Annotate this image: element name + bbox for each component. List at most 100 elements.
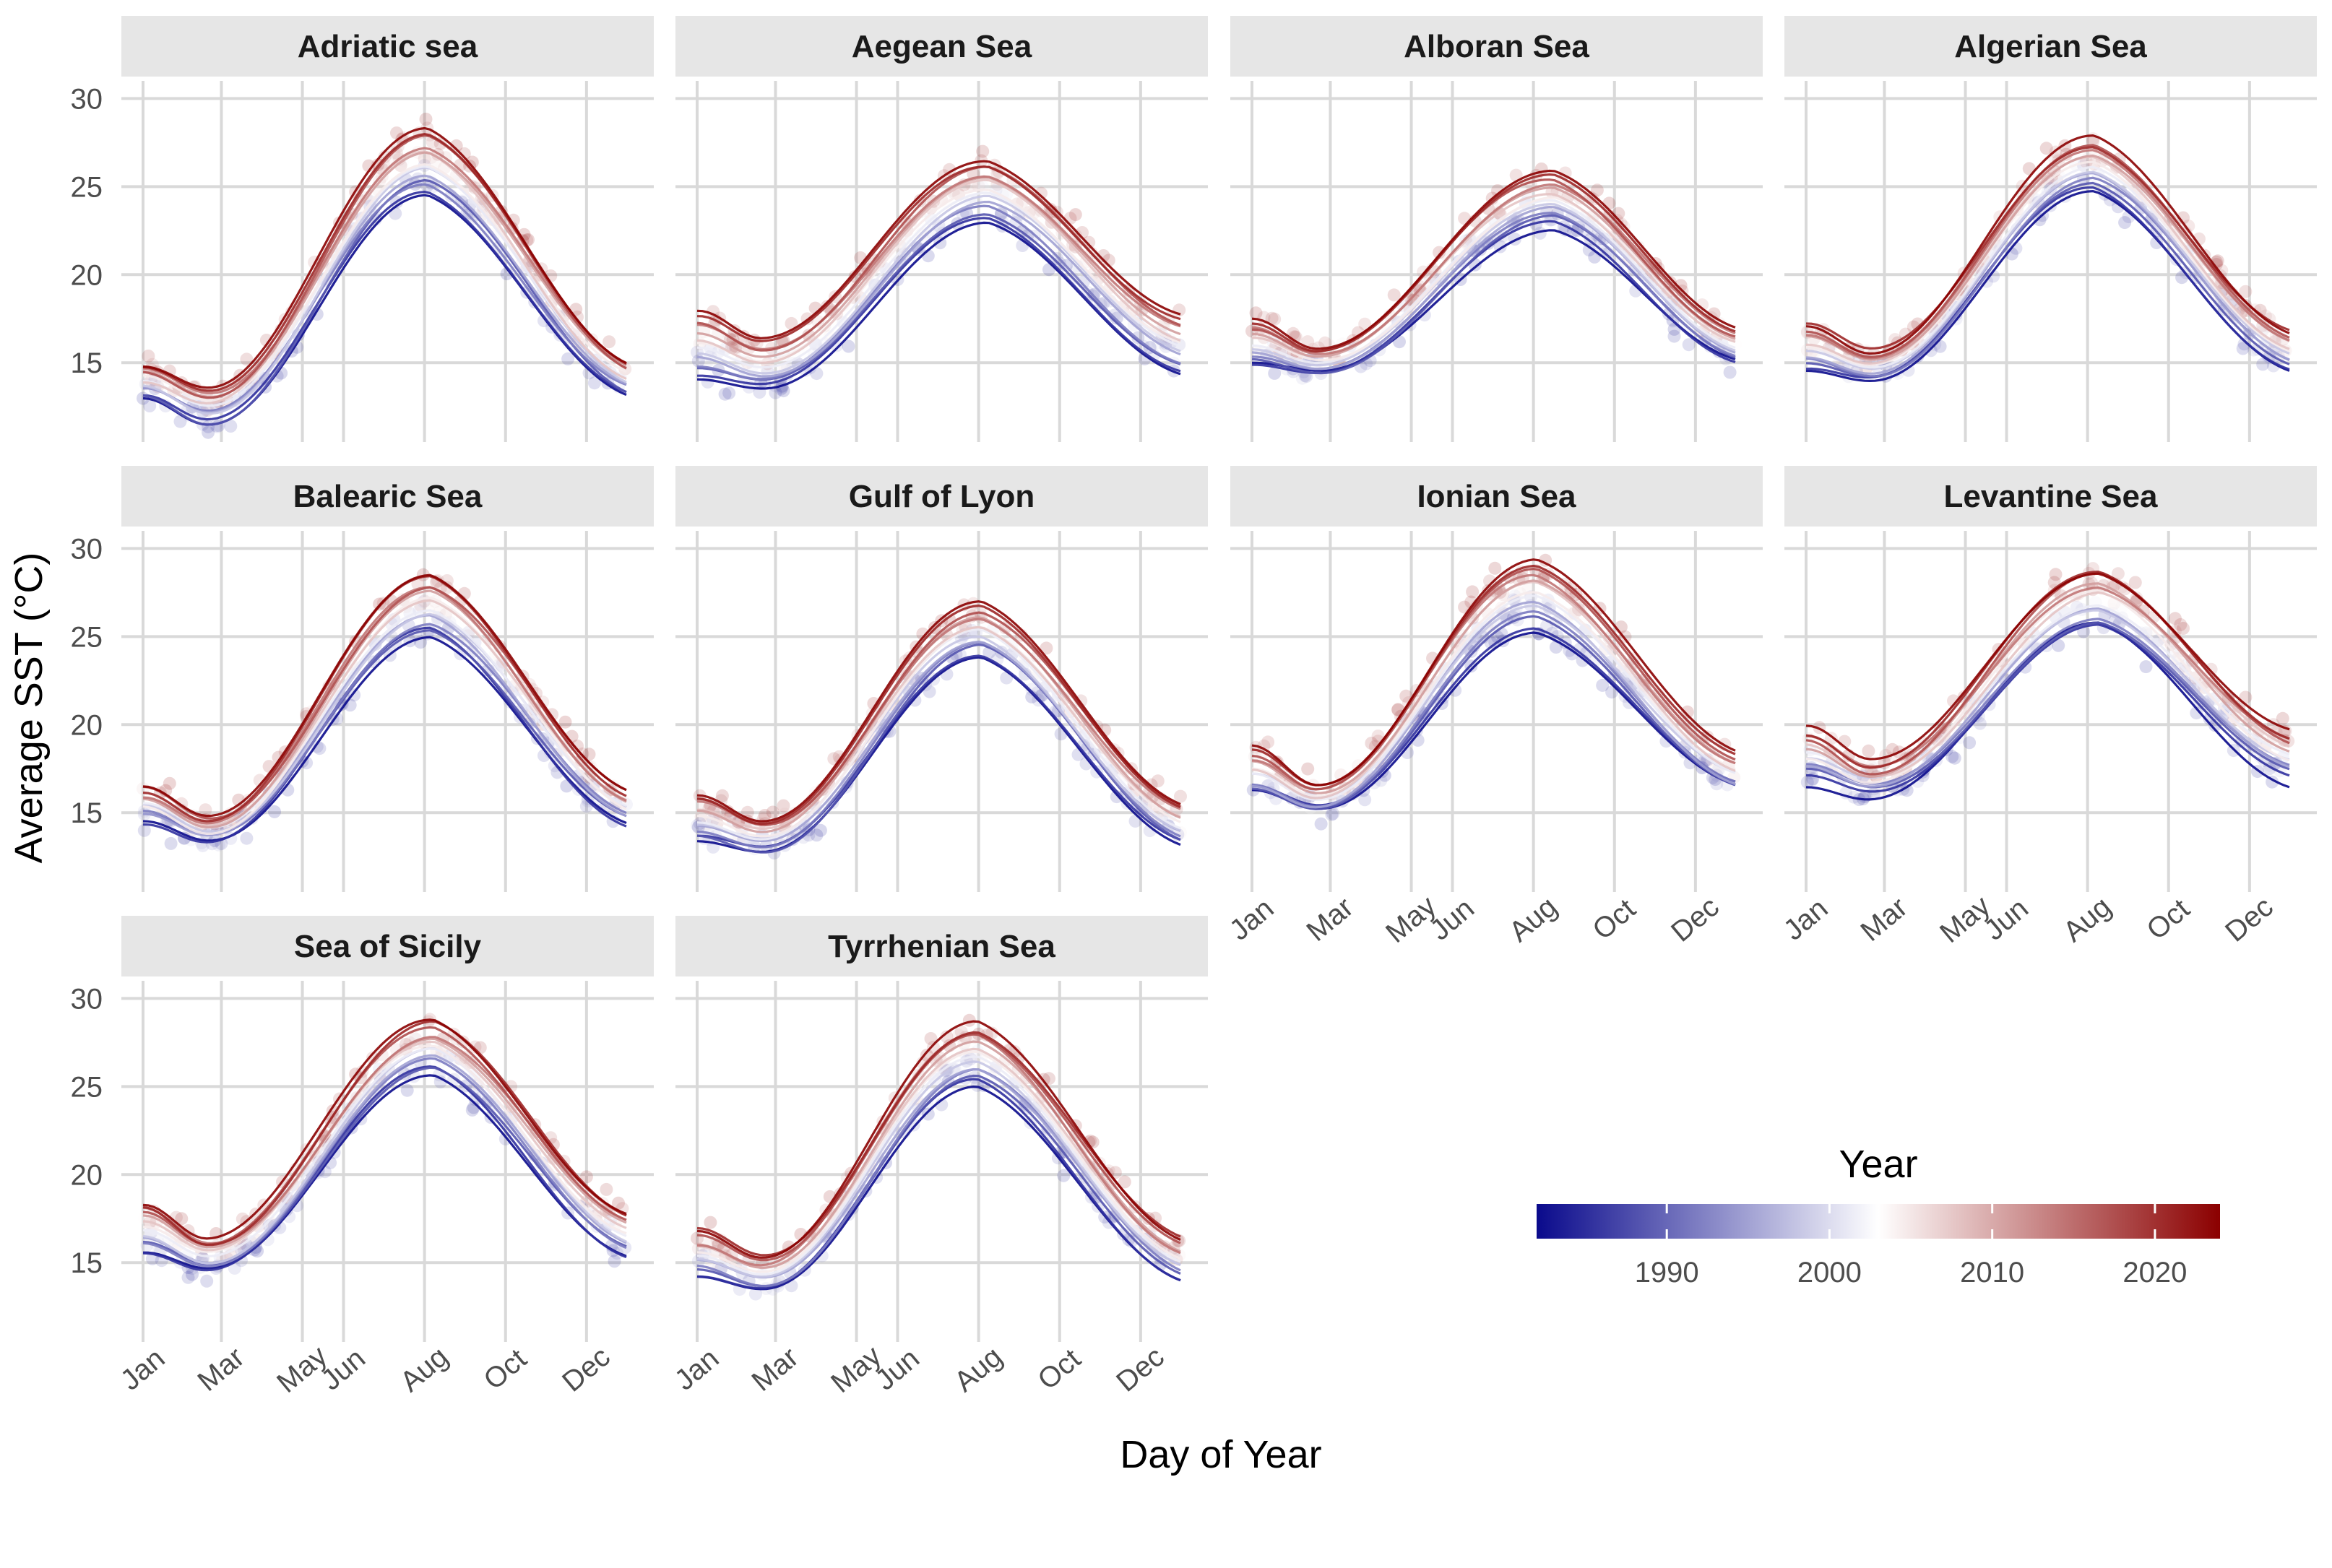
sst-point <box>449 139 463 152</box>
sst-point <box>1371 729 1385 743</box>
x-tick-label: Mar <box>192 1341 251 1398</box>
sst-point <box>1268 366 1282 380</box>
year-curve <box>696 160 1181 339</box>
sst-point <box>2190 706 2203 720</box>
y-tick-label: 30 <box>71 533 103 565</box>
yearly-curves <box>696 160 1181 390</box>
sst-point <box>1387 288 1401 302</box>
sst-point <box>769 386 782 399</box>
y-tick-label: 20 <box>71 709 103 741</box>
year-curve <box>1805 572 2290 761</box>
sst-point <box>1135 303 1149 317</box>
sst-point <box>1584 614 1597 628</box>
facet-panel: Adriatic sea 15 20 25 30 <box>71 16 654 442</box>
facet-strip <box>121 466 654 527</box>
sst-point <box>2239 285 2253 298</box>
year-curve <box>142 190 627 421</box>
sst-point <box>1063 212 1077 225</box>
sst-point <box>528 713 542 727</box>
sst-point <box>691 1255 705 1268</box>
sst-point <box>603 335 616 349</box>
sst-point <box>590 1220 604 1234</box>
sst-point <box>1042 1072 1055 1086</box>
sst-point <box>2237 337 2251 351</box>
sst-point <box>240 352 254 366</box>
year-curve <box>696 618 1181 826</box>
sst-point <box>1325 807 1339 821</box>
sst-point <box>718 387 732 401</box>
legend-label: 2000 <box>1797 1257 1862 1288</box>
year-curve <box>142 1057 627 1268</box>
facet-strip <box>1230 466 1763 527</box>
sst-point <box>1565 647 1579 661</box>
year-curve <box>696 604 1181 826</box>
sst-point <box>600 1182 613 1196</box>
sst-point <box>1268 312 1282 326</box>
year-curve <box>696 188 1181 363</box>
year-curve <box>1805 618 2290 785</box>
year-curve <box>1805 582 2290 779</box>
year-curve <box>1251 567 1736 791</box>
year-legend: Year 1990 2000 2010 2020 <box>1537 1143 2220 1288</box>
x-tick-label: Mar <box>1855 891 1914 948</box>
sst-point <box>2139 660 2153 674</box>
sst-point <box>1602 196 1616 210</box>
y-tick-label: 20 <box>71 259 103 291</box>
sst-point <box>810 828 824 842</box>
x-tick-label: Mar <box>746 1341 805 1398</box>
year-curve <box>142 1065 627 1272</box>
sst-point <box>1358 317 1372 331</box>
facet-panel: Alboran Sea <box>1230 16 1763 442</box>
facet-title: Tyrrhenian Sea <box>828 929 1055 964</box>
sst-point <box>1888 333 1902 347</box>
x-tick-label: Dec <box>556 1340 616 1398</box>
sst-point <box>137 823 151 837</box>
sst-point <box>1596 678 1610 692</box>
sst-point <box>1358 793 1372 807</box>
year-curve <box>142 1074 627 1270</box>
sst-point <box>418 152 431 165</box>
sst-point <box>1948 751 1961 765</box>
sst-point <box>813 823 827 837</box>
sst-point <box>200 1274 214 1288</box>
facet-title: Ionian Sea <box>1417 479 1576 514</box>
sst-point <box>2177 211 2190 225</box>
sst-point <box>582 770 596 784</box>
sst-point <box>199 803 212 817</box>
sst-point <box>1662 307 1676 321</box>
yearly-curves <box>142 573 627 844</box>
year-curve <box>1251 173 1736 352</box>
facet-panel: Balearic Sea 15 20 25 30 <box>71 466 654 892</box>
x-tick-label: Aug <box>2057 891 2117 948</box>
sst-point <box>2130 592 2143 605</box>
sst-point <box>707 305 720 319</box>
sst-point <box>1680 705 1694 719</box>
sst-point <box>1549 641 1563 654</box>
sst-point <box>1128 1200 1142 1213</box>
y-tick-label: 25 <box>71 1071 103 1103</box>
sst-point <box>2039 142 2053 155</box>
year-curve <box>1805 134 2290 355</box>
sst-point <box>1174 789 1187 803</box>
sst-point <box>608 1255 621 1268</box>
year-curve <box>696 600 1181 823</box>
facet-strip <box>1784 16 2317 77</box>
x-tick-label: Jan <box>669 1342 725 1396</box>
sst-point <box>224 420 238 433</box>
sst-point <box>785 316 798 330</box>
sst-point <box>1295 371 1309 385</box>
legend-colorbar <box>1537 1204 2220 1239</box>
x-tick-label: Aug <box>394 1340 454 1398</box>
year-curve <box>1251 600 1736 809</box>
year-curve <box>142 599 627 826</box>
x-axis-title: Day of Year <box>1120 1433 1321 1476</box>
sst-point <box>419 113 433 126</box>
yearly-curves <box>1251 558 1736 810</box>
sst-point <box>2177 622 2190 635</box>
year-curve <box>1251 169 1736 350</box>
year-curve <box>1805 591 2290 778</box>
sst-point <box>612 1196 625 1210</box>
